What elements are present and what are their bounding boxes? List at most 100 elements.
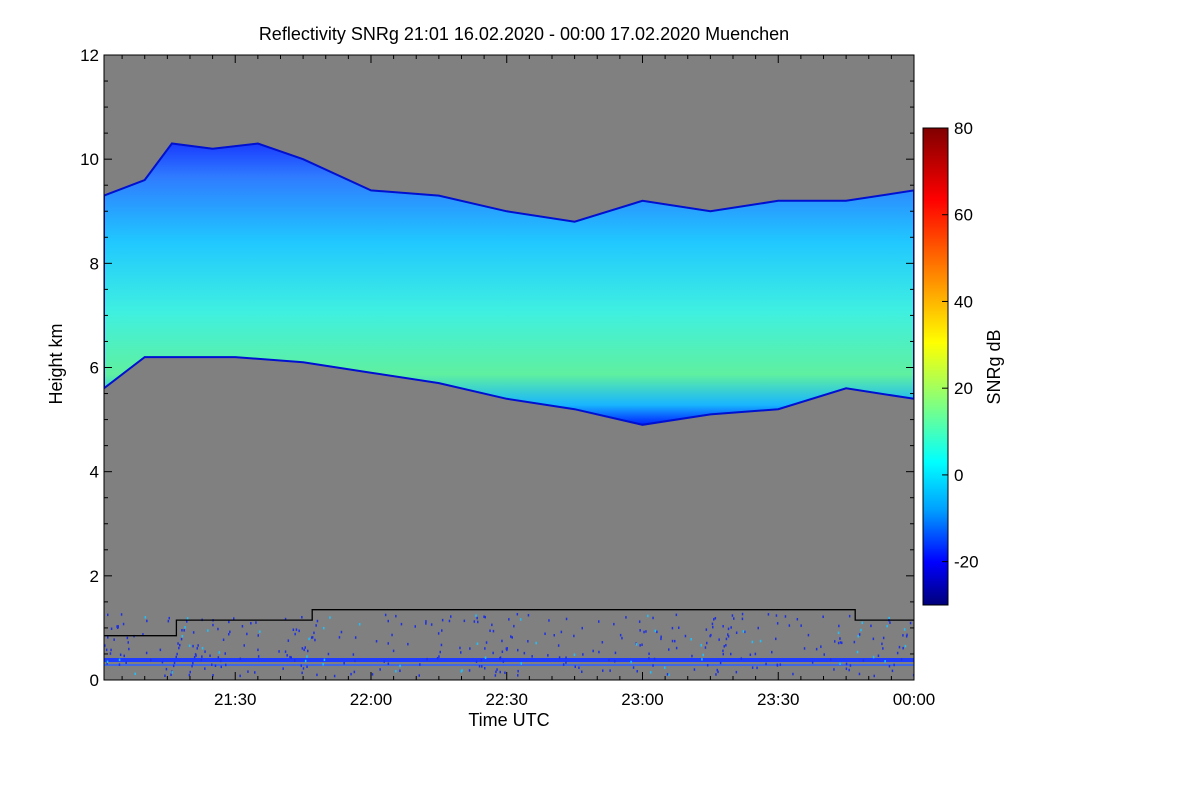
noise-speck: [196, 647, 198, 650]
noise-speck: [700, 644, 702, 647]
noise-speck: [294, 632, 296, 636]
noise-speck: [384, 613, 387, 617]
noise-speck: [338, 636, 341, 639]
noise-speck: [484, 615, 486, 619]
noise-speck: [492, 629, 495, 633]
noise-speck: [395, 670, 397, 673]
noise-speck: [164, 674, 166, 677]
noise-speck: [807, 633, 810, 637]
noise-speck: [473, 620, 476, 623]
noise-speck: [510, 635, 512, 638]
noise-speck: [613, 622, 615, 626]
noise-speck: [713, 618, 715, 621]
noise-speck: [123, 654, 125, 658]
colorbar-tick-label: -20: [954, 553, 979, 572]
noise-speck: [209, 654, 211, 657]
noise-speck: [494, 674, 497, 677]
cloud-layer: [104, 142, 914, 426]
noise-speck: [188, 673, 191, 677]
noise-speck: [756, 666, 758, 670]
noise-speck: [492, 651, 494, 655]
noise-speck: [706, 641, 708, 645]
noise-speck: [693, 668, 696, 671]
plot-content: [104, 142, 914, 678]
noise-speck: [127, 641, 129, 644]
noise-speck: [414, 625, 416, 628]
noise-speck: [304, 646, 306, 649]
noise-speck: [714, 617, 717, 620]
noise-speck: [437, 632, 440, 635]
noise-speck: [912, 673, 914, 677]
noise-speck: [776, 663, 778, 667]
noise-speck: [504, 671, 506, 674]
noise-speck: [759, 639, 762, 643]
noise-speck: [553, 634, 555, 637]
noise-speck: [436, 657, 439, 660]
noise-speck: [731, 614, 734, 617]
noise-speck: [192, 631, 195, 634]
noise-speck: [767, 613, 770, 616]
noise-speck: [192, 662, 194, 665]
noise-speck: [727, 627, 730, 631]
noise-speck: [653, 657, 656, 661]
noise-speck: [106, 662, 108, 665]
noise-speck: [754, 652, 757, 656]
noise-speck: [516, 613, 519, 616]
noise-speck: [476, 642, 479, 645]
noise-speck: [775, 637, 777, 641]
noise-speck: [484, 667, 486, 670]
x-tick-label: 22:30: [485, 690, 528, 709]
noise-speck: [225, 663, 227, 667]
noise-speck: [517, 669, 519, 673]
noise-speck: [520, 662, 522, 665]
noise-speck: [730, 652, 732, 656]
noise-speck: [501, 639, 503, 643]
noise-speck: [715, 673, 717, 676]
noise-speck: [301, 647, 304, 650]
noise-speck: [719, 661, 722, 665]
noise-speck: [725, 644, 727, 647]
noise-speck: [557, 644, 560, 647]
noise-speck: [582, 653, 584, 656]
noise-speck: [307, 649, 309, 653]
noise-speck: [438, 655, 440, 658]
noise-speck: [463, 619, 466, 623]
noise-speck: [742, 630, 745, 633]
noise-speck: [311, 636, 313, 639]
noise-speck: [425, 620, 427, 623]
noise-speck: [241, 625, 244, 628]
noise-speck: [125, 661, 127, 664]
noise-speck: [705, 628, 708, 631]
y-axis-label: Height km: [46, 323, 66, 404]
colorbar: [922, 127, 949, 606]
noise-speck: [150, 658, 152, 662]
noise-speck: [191, 664, 193, 668]
noise-speck: [298, 629, 300, 633]
noise-speck: [239, 674, 241, 678]
noise-speck: [480, 659, 483, 662]
noise-speck: [751, 666, 754, 669]
noise-speck: [400, 622, 403, 626]
noise-speck: [527, 614, 530, 617]
noise-speck: [872, 655, 875, 659]
noise-speck: [228, 633, 230, 636]
noise-speck: [109, 652, 112, 655]
noise-speck: [179, 643, 181, 647]
noise-speck: [684, 634, 687, 638]
noise-speck: [834, 640, 836, 643]
noise-speck: [286, 654, 288, 657]
noise-speck: [513, 624, 515, 628]
noise-speck: [107, 613, 109, 617]
noise-speck: [284, 650, 287, 653]
noise-speck: [811, 661, 814, 664]
noise-speck: [654, 629, 657, 633]
noise-speck: [671, 639, 674, 643]
noise-speck: [648, 657, 650, 660]
noise-speck: [207, 629, 209, 632]
noise-speck: [217, 627, 219, 631]
noise-speck: [172, 664, 175, 668]
noise-speck: [308, 637, 310, 641]
noise-speck: [784, 615, 787, 618]
noise-speck: [120, 613, 123, 616]
noise-speck: [315, 624, 317, 627]
